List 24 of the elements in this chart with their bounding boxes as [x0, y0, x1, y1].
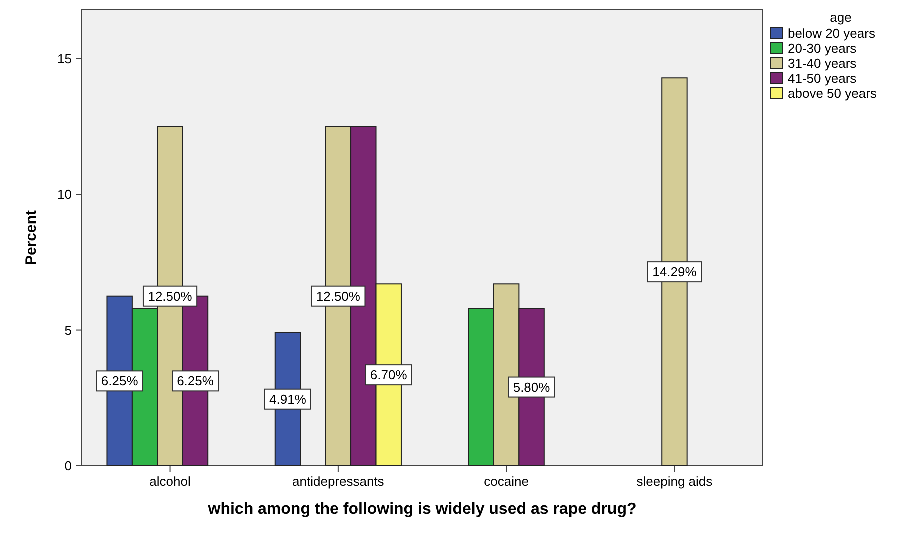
data-label: 6.25%: [101, 374, 139, 389]
legend-label: 20-30 years: [788, 41, 858, 56]
legend-label: above 50 years: [788, 86, 878, 101]
y-tick-label: 10: [58, 187, 72, 202]
legend-title: age: [830, 10, 852, 25]
x-axis-title: which among the following is widely used as rape drug?: [207, 501, 637, 518]
legend-label: 41-50 years: [788, 71, 858, 86]
data-label: 12.50%: [316, 288, 361, 304]
data-label: 6.25%: [177, 374, 214, 389]
data-label: 14.29%: [652, 264, 698, 280]
x-tick-label: cocaine: [484, 474, 529, 489]
data-label: 5.80%: [513, 380, 551, 395]
y-tick-label: 15: [58, 51, 72, 66]
data-label: 6.70%: [370, 368, 408, 383]
data-label: 4.91%: [270, 392, 307, 407]
data-label: 12.50%: [148, 288, 193, 304]
x-tick-label: sleeping aids: [636, 474, 714, 489]
legend-label: 31-40 years: [788, 56, 858, 71]
legend-label: below 20 years: [788, 26, 876, 41]
x-tick-label: alcohol: [150, 474, 191, 489]
y-tick-label: 5: [64, 322, 72, 338]
y-axis-title: Percent: [23, 210, 40, 266]
y-tick-label: 0: [64, 458, 72, 474]
x-tick-label: antidepressants: [292, 474, 385, 489]
